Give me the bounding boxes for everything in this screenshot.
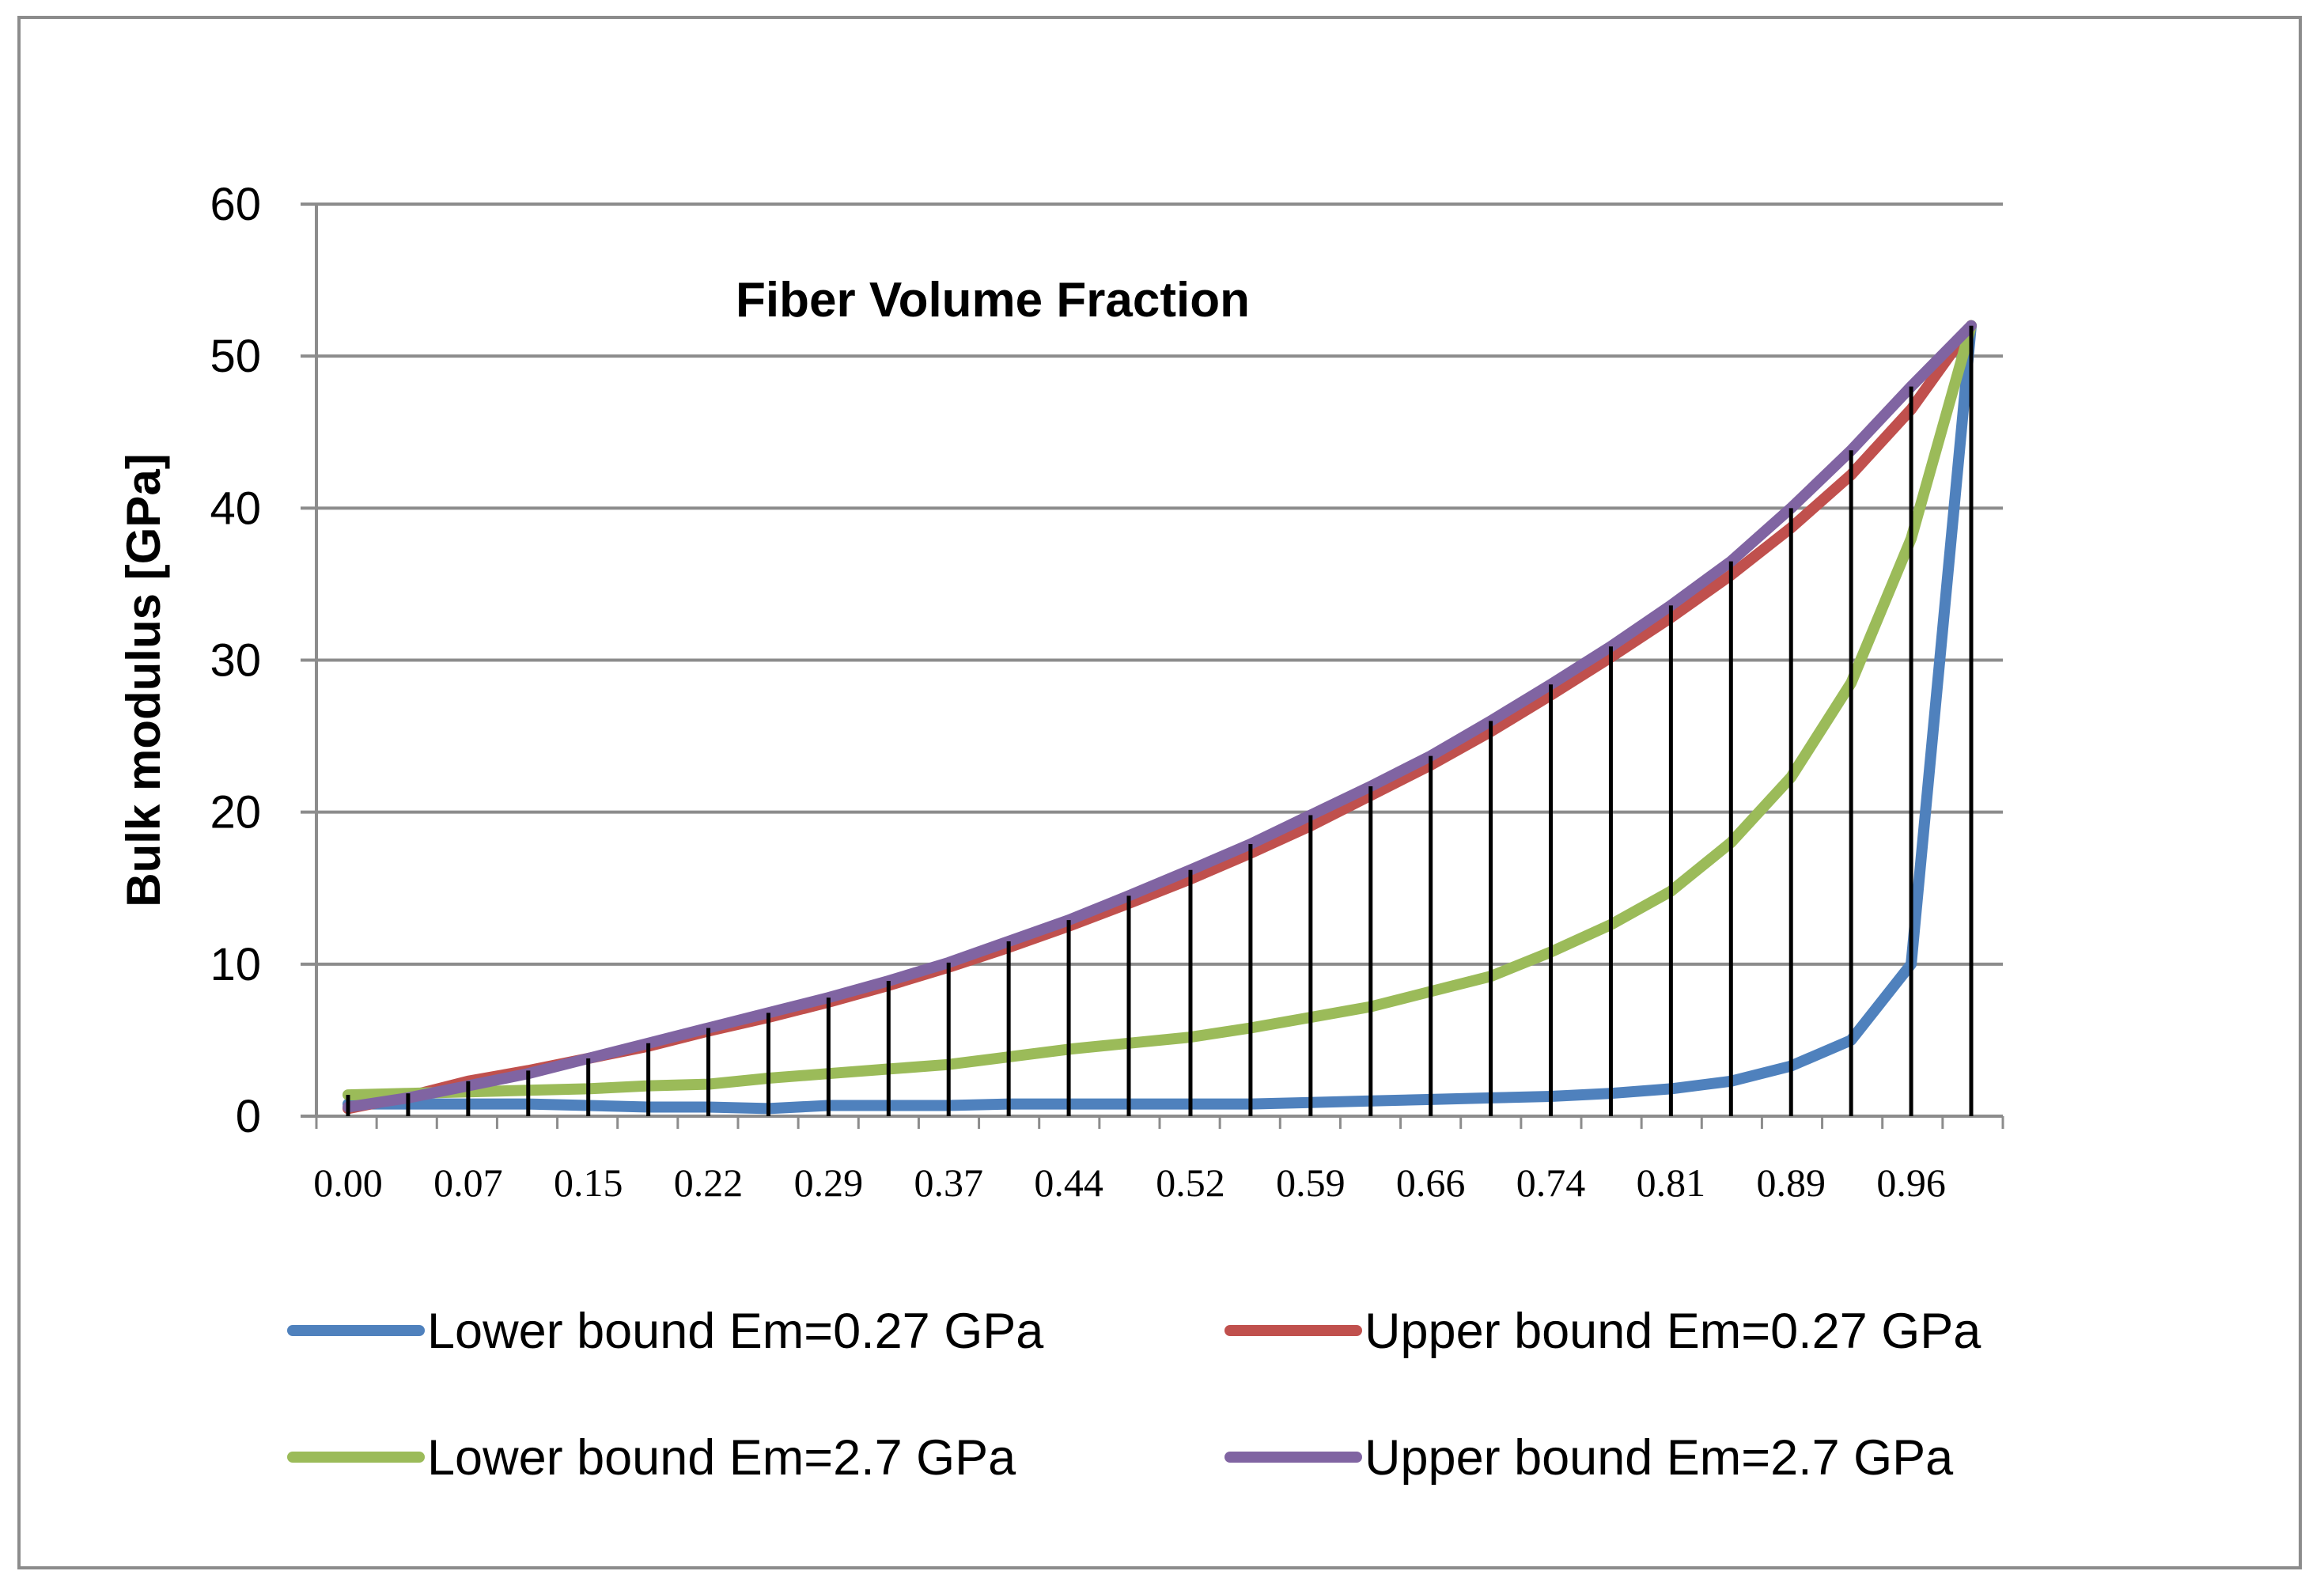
x-tick-label: 0.96 [1876, 1160, 1946, 1205]
series-line-3 [343, 320, 1977, 1101]
chart-title: Fiber Volume Fraction [736, 273, 1250, 327]
series-lines [343, 320, 1977, 1115]
y-tick-labels: 0 10 20 30 40 50 60 [210, 179, 261, 1142]
x-tick-label: 0.29 [794, 1160, 864, 1205]
y-tick-label: 10 [210, 939, 261, 990]
legend: Lower bound Em=0.27 GPa Upper bound Em=0.… [287, 1304, 1981, 1486]
x-tick-label: 0.00 [313, 1160, 383, 1205]
x-tick-label: 0.52 [1156, 1160, 1225, 1205]
x-tick-label: 0.74 [1516, 1160, 1586, 1205]
series-line-4 [343, 320, 1977, 1113]
y-tick-label: 50 [210, 331, 261, 382]
legend-label-2: Upper bound Em=0.27 GPa [1364, 1304, 1981, 1359]
x-tick-label: 0.59 [1276, 1160, 1346, 1205]
y-tick-label: 0 [236, 1091, 261, 1142]
y-axis-label: Bulk modulus [GPa] [117, 453, 170, 907]
y-tick-label: 60 [210, 179, 261, 230]
legend-label-4: Upper bound Em=2.7 GPa [1364, 1430, 1954, 1486]
y-tick-label: 20 [210, 787, 261, 839]
legend-label-1: Lower bound Em=0.27 GPa [427, 1304, 1044, 1359]
x-tick-label: 0.66 [1396, 1160, 1466, 1205]
x-tick-label: 0.15 [554, 1160, 623, 1205]
legend-label-3: Lower bound Em=2.7 GPa [427, 1430, 1016, 1486]
x-tick-label: 0.44 [1034, 1160, 1103, 1205]
x-tick-label: 0.22 [674, 1160, 744, 1205]
y-tick-label: 40 [210, 483, 261, 534]
drop-lines [346, 325, 1974, 1116]
chart-frame [17, 16, 2302, 1569]
gridlines [301, 203, 2004, 1129]
x-tick-label: 0.89 [1756, 1160, 1826, 1205]
series-line-1 [343, 320, 1977, 1115]
x-tick-label: 0.81 [1637, 1160, 1706, 1205]
x-tick-label: 0.07 [433, 1160, 503, 1205]
series-line-2 [343, 320, 1977, 1115]
x-tick-label: 0.37 [914, 1160, 983, 1205]
x-tick-labels: 0.00 0.07 0.15 0.22 0.29 0.37 0.44 0.52 0.59 0.66… [313, 1160, 1946, 1205]
y-tick-label: 30 [210, 635, 261, 687]
